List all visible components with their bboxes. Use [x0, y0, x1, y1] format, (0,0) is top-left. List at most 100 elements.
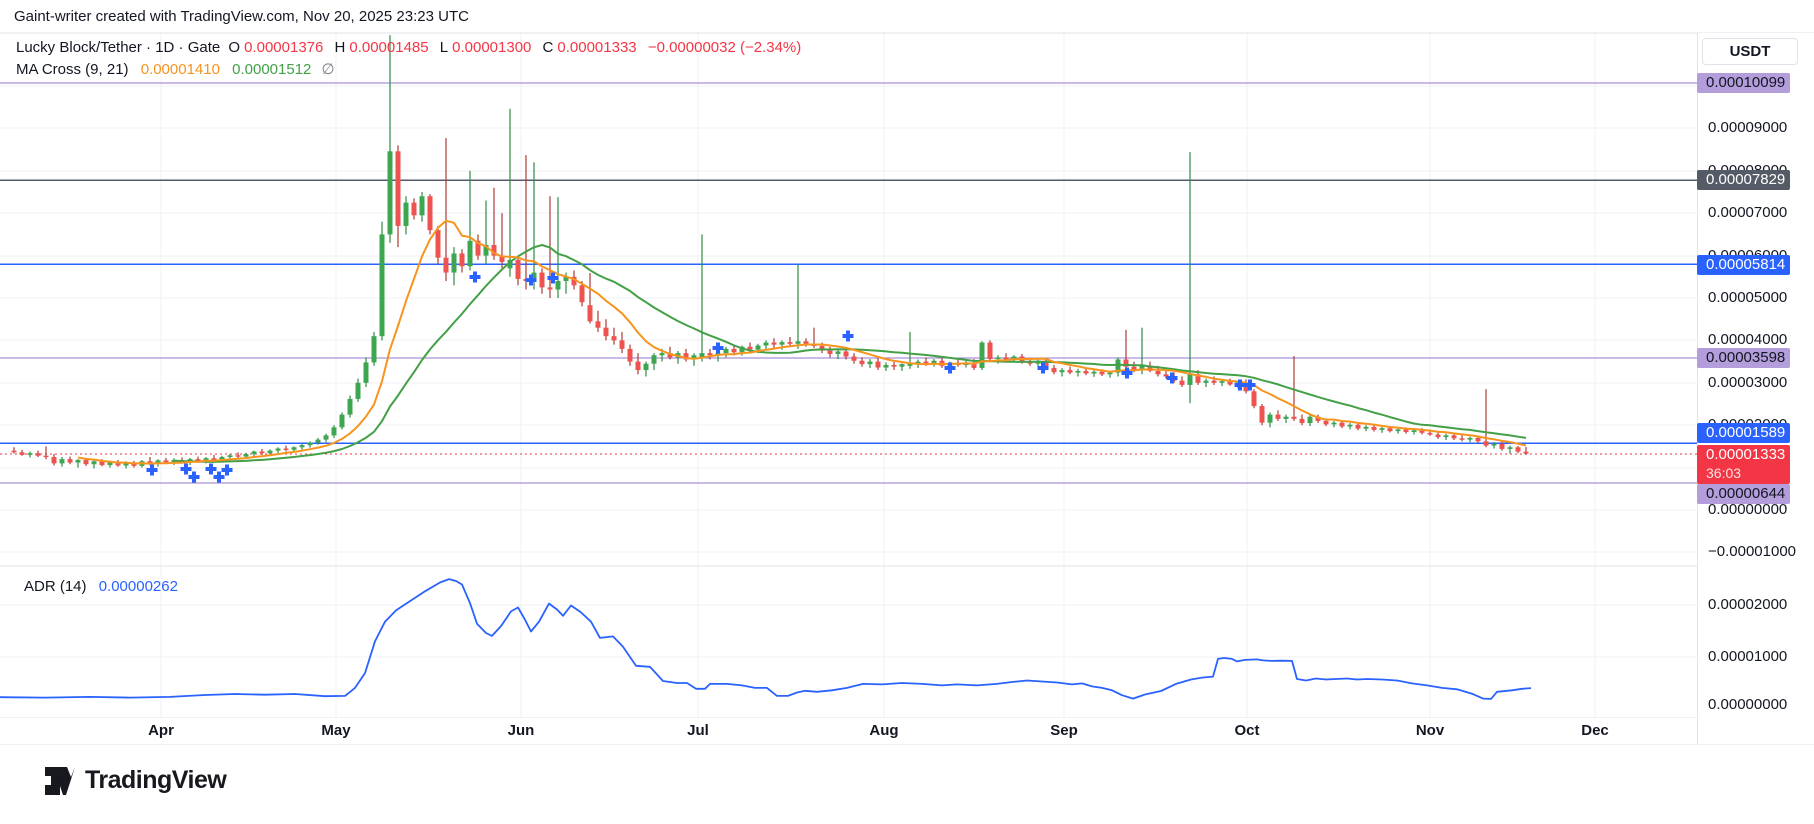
candle-body	[451, 253, 457, 273]
candle-body	[1011, 356, 1017, 360]
candle-body	[1499, 443, 1505, 449]
candle-body	[1163, 374, 1169, 377]
chart-legend[interactable]: Lucky Block/Tether · 1D · Gate O 0.000013…	[16, 37, 805, 81]
high-key: H	[334, 39, 346, 56]
candle-body	[1179, 380, 1185, 385]
candle-body	[91, 461, 97, 465]
candle-body	[1323, 420, 1329, 425]
price-level-badge: 0.00005814	[1697, 255, 1790, 275]
candle-body	[395, 151, 401, 226]
candle-body	[507, 259, 513, 269]
ma-fast-line	[77, 219, 1527, 465]
ma-cross-marker	[944, 362, 956, 374]
candle-body	[643, 363, 649, 371]
candle-body	[1195, 374, 1201, 383]
candle-body	[363, 362, 369, 383]
candle-body	[923, 361, 929, 364]
credit-line: Gaint-writer created with TradingView.co…	[14, 8, 469, 25]
ma-cross-marker	[1234, 379, 1246, 391]
candle-body	[1427, 432, 1433, 435]
candle-body	[539, 272, 545, 288]
candle-body	[467, 240, 473, 267]
candle-body	[123, 463, 129, 466]
ma-cross-marker	[213, 471, 225, 483]
candle-body	[1219, 381, 1225, 383]
candle-body	[699, 353, 705, 358]
candle-body	[275, 448, 281, 451]
candle-body	[1187, 374, 1193, 385]
candle-body	[499, 255, 505, 262]
candle-body	[67, 459, 73, 463]
candle-body	[219, 457, 225, 460]
adr-value: 0.00000262	[98, 578, 178, 595]
candle-body	[1379, 428, 1385, 430]
price-tick-label: 0.00002000	[1698, 596, 1814, 614]
candle-body	[1147, 365, 1153, 371]
candle-body	[859, 360, 865, 365]
candle-body	[259, 451, 265, 454]
candle-body	[683, 353, 689, 360]
candle-body	[147, 461, 153, 464]
candle-body	[1347, 424, 1353, 427]
candle-body	[1291, 416, 1297, 419]
ma-cross-marker	[1037, 362, 1049, 374]
candle-body	[251, 451, 257, 455]
candle-body	[1227, 381, 1233, 385]
tradingview-logo-text: TradingView	[85, 766, 227, 794]
candle-body	[1507, 447, 1513, 449]
candle-body	[1411, 430, 1417, 432]
adr-legend-row[interactable]: ADR (14) 0.00000262	[24, 578, 178, 595]
candle-body	[1075, 370, 1081, 373]
candle-body	[355, 382, 361, 399]
candle-body	[1443, 435, 1449, 438]
ma-cross-legend-row[interactable]: MA Cross (9, 21) 0.00001410 0.00001512 ∅	[16, 59, 805, 81]
ma-cross-marker	[221, 464, 233, 476]
price-axis[interactable]: USDT 0.000090000.000080000.000070000.000…	[1697, 33, 1814, 744]
candle-body	[555, 281, 561, 290]
month-label: Aug	[869, 722, 899, 739]
price-level-badge: 0.00000644	[1697, 484, 1790, 504]
candle-body	[419, 196, 425, 216]
candle-body	[1043, 360, 1049, 368]
candle-body	[291, 447, 297, 450]
candle-body	[851, 356, 857, 361]
candle-body	[771, 342, 777, 345]
adr-line	[0, 578, 1532, 700]
ma-cross-marker	[1244, 379, 1256, 391]
price-tick-label: 0.00007000	[1698, 204, 1814, 222]
symbol-title[interactable]: Lucky Block/Tether · 1D · Gate	[16, 39, 221, 56]
candle-body	[659, 353, 665, 356]
candle-body	[979, 342, 985, 368]
candle-body	[235, 455, 241, 457]
candle-body	[411, 202, 417, 216]
month-label: Apr	[148, 722, 174, 739]
tradingview-logo[interactable]: TradingView	[45, 766, 227, 795]
candle-body	[787, 342, 793, 344]
candle-body	[915, 361, 921, 364]
candle-body	[155, 460, 161, 464]
candle-body	[667, 353, 673, 358]
adr-label[interactable]: ADR (14)	[24, 578, 87, 595]
ma-cross-label[interactable]: MA Cross (9, 21)	[16, 61, 129, 78]
candle-body	[427, 196, 433, 231]
candle-body	[27, 453, 33, 455]
candle-body	[627, 348, 633, 362]
candle-body	[1523, 451, 1529, 454]
symbol-legend-row[interactable]: Lucky Block/Tether · 1D · Gate O 0.000013…	[16, 37, 805, 59]
candle-body	[595, 321, 601, 328]
currency-unit-button[interactable]: USDT	[1702, 38, 1798, 65]
candle-body	[163, 460, 169, 463]
candle-body	[387, 151, 393, 235]
candle-body	[371, 336, 377, 363]
candle-body	[739, 346, 745, 353]
candle-body	[435, 230, 441, 258]
candle-body	[1467, 437, 1473, 440]
candle-body	[1371, 426, 1377, 430]
candle-body	[731, 348, 737, 353]
countdown-timer: 36:03	[1706, 465, 1742, 481]
time-axis[interactable]: Apr May Jun Jul Aug Sep Oct Nov Dec	[0, 718, 1697, 744]
month-label: Jun	[507, 722, 535, 739]
candle-body	[1483, 441, 1489, 446]
candle-body	[35, 453, 41, 456]
